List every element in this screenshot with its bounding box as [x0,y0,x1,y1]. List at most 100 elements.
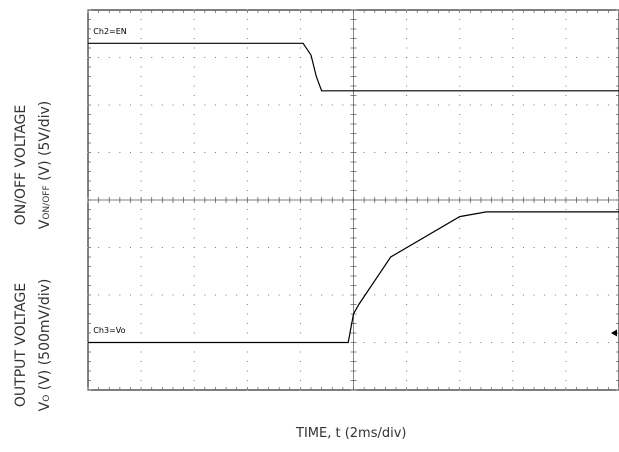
grid-dot [469,152,471,153]
grid-dot [289,152,291,153]
grid-dot [586,57,588,58]
grid-dot [193,57,195,58]
grid-dot [193,380,195,381]
grid-dot [586,294,588,296]
grid-dot [406,370,408,372]
grid-dot [512,332,514,334]
grid-dot [140,19,142,20]
grid-dot [565,152,567,153]
grid-dot [459,361,461,362]
grid-dot [480,57,482,58]
grid-dot [246,142,248,144]
grid-dot [140,237,142,239]
grid-dot [289,294,291,296]
grid-dot [193,332,195,334]
grid-dot [406,171,408,172]
grid-dot [225,294,227,296]
grid-dot [140,304,142,305]
grid-dot [151,104,153,106]
grid-dot [586,342,588,343]
grid-dot [512,38,514,39]
grid-dot [565,161,567,163]
grid-dot [331,152,333,153]
grid-dot [140,266,142,267]
grid-dot [193,370,195,372]
trigger-level-marker [611,329,617,337]
grid-dot [299,237,301,239]
grid-dot [565,142,567,144]
grid-dot [406,19,408,20]
grid-dot [299,142,301,144]
grid-dot [331,294,333,296]
grid-dot [108,294,110,296]
grid-dot [554,152,556,153]
grid-dot [406,28,408,30]
grid-dot [204,294,206,296]
grid-dot [586,152,588,153]
grid-dot [459,256,461,258]
grid-dot [140,28,142,30]
grid-dot [395,342,397,343]
grid-dot [607,104,609,106]
grid-dot [437,294,439,296]
grid-dot [512,294,514,296]
grid-dot [384,104,386,106]
grid-dot [246,76,248,77]
grid-dot [140,370,142,372]
grid-dot [565,28,567,30]
grid-dot [140,133,142,134]
grid-dot [299,57,301,58]
grid-dot [278,104,280,106]
grid-dot [469,247,471,248]
grid-dot [395,104,397,106]
grid-dot [225,104,227,106]
grid-dot [140,180,142,182]
grid-dot [565,275,567,277]
grid-dot [522,247,524,248]
grid-dot [204,247,206,248]
grid-dot [246,152,248,153]
grid-dot [554,247,556,248]
grid-dot [544,152,546,153]
grid-dot [246,57,248,58]
grid-dot [140,104,142,106]
grid-dot [119,294,121,296]
grid-dot [310,152,312,153]
grid-dot [565,104,567,106]
grid-dot [193,133,195,134]
grid-dot [522,104,524,106]
grid-dot [299,114,301,115]
grid-dot [299,47,301,49]
grid-dot [299,351,301,353]
grid-dot [416,152,418,153]
grid-dot [98,104,100,106]
grid-dot [459,323,461,324]
channel-markers: Ch2=EN Ch3=Vo [93,27,617,337]
grid-dot [193,76,195,77]
grid-dot [459,342,461,343]
grid-dot [512,57,514,58]
grid-dot [299,361,301,362]
grid-dot [140,361,142,362]
grid-dot [257,294,259,296]
grid-dot [374,57,376,58]
grid-dot [321,104,323,106]
grid-dot [342,104,344,106]
grid-dot [321,57,323,58]
grid-dot [246,209,248,210]
grid-dot [576,152,578,153]
grid-dot [512,266,514,267]
grid-dot [140,85,142,87]
grid-dot [459,161,461,163]
grid-dot [384,294,386,296]
grid-dot [236,294,238,296]
grid-dot [246,275,248,277]
grid-dot [501,294,503,296]
grid-dot [204,104,206,106]
grid-dot [501,57,503,58]
grid-dot [193,28,195,30]
grid-dot [512,218,514,220]
grid-dot [193,228,195,229]
grid-dot [299,304,301,305]
